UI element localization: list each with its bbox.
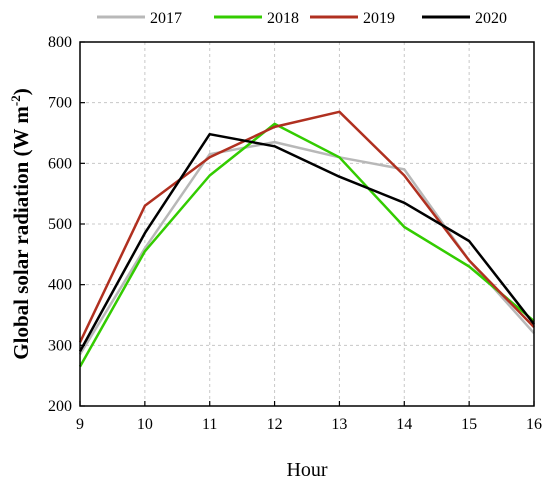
x-axis: 9 10 11 12 13 14 15 16: [76, 401, 542, 433]
legend-item-2019: 2019: [310, 10, 395, 27]
legend-label: 2017: [150, 10, 182, 27]
x-tick-label: 13: [331, 416, 347, 433]
x-tick-label: 10: [137, 416, 153, 433]
legend-label: 2018: [267, 10, 299, 27]
y-axis-title-text: Global solar radiation (W m: [9, 106, 33, 360]
x-tick-label: 12: [267, 416, 283, 433]
series-layer: [78, 110, 535, 368]
y-tick-label: 200: [48, 398, 72, 415]
y-tick-label: 400: [48, 277, 72, 294]
legend: 2017 2018 2019 2020: [97, 10, 507, 27]
x-tick-label: 16: [526, 416, 542, 433]
x-axis-title: Hour: [286, 459, 327, 481]
legend-item-2018: 2018: [214, 10, 299, 27]
y-tick-label: 700: [48, 95, 72, 112]
y-axis-title: Global solar radiation (W m-2): [8, 88, 33, 359]
x-tick-label: 14: [396, 416, 412, 433]
series-line-2019: [78, 110, 535, 343]
series-line-2018: [78, 122, 535, 368]
y-tick-label: 800: [48, 34, 72, 51]
legend-item-2017: 2017: [97, 10, 182, 27]
grid: [80, 42, 534, 406]
y-tick-label: 600: [48, 155, 72, 172]
y-tick-label: 300: [48, 337, 72, 354]
y-axis: 200 300 400 500 600 700 800: [48, 34, 85, 415]
y-tick-label: 500: [48, 216, 72, 233]
y-axis-title-superscript: -2: [8, 95, 23, 106]
series-line-2020: [78, 132, 535, 353]
x-tick-label: 9: [76, 416, 84, 433]
x-tick-label: 15: [461, 416, 477, 433]
x-tick-label: 11: [202, 416, 217, 433]
legend-label: 2019: [363, 10, 395, 27]
legend-item-2020: 2020: [422, 10, 507, 27]
y-axis-title-close: ): [9, 88, 33, 95]
legend-label: 2020: [475, 10, 507, 27]
